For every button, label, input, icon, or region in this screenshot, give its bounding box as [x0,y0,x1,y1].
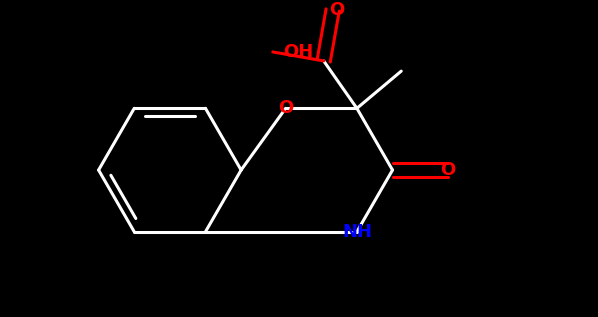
Text: NH: NH [342,223,372,241]
Text: O: O [440,161,455,179]
Text: O: O [278,99,293,117]
Text: OH: OH [283,43,314,61]
Text: O: O [329,1,344,19]
